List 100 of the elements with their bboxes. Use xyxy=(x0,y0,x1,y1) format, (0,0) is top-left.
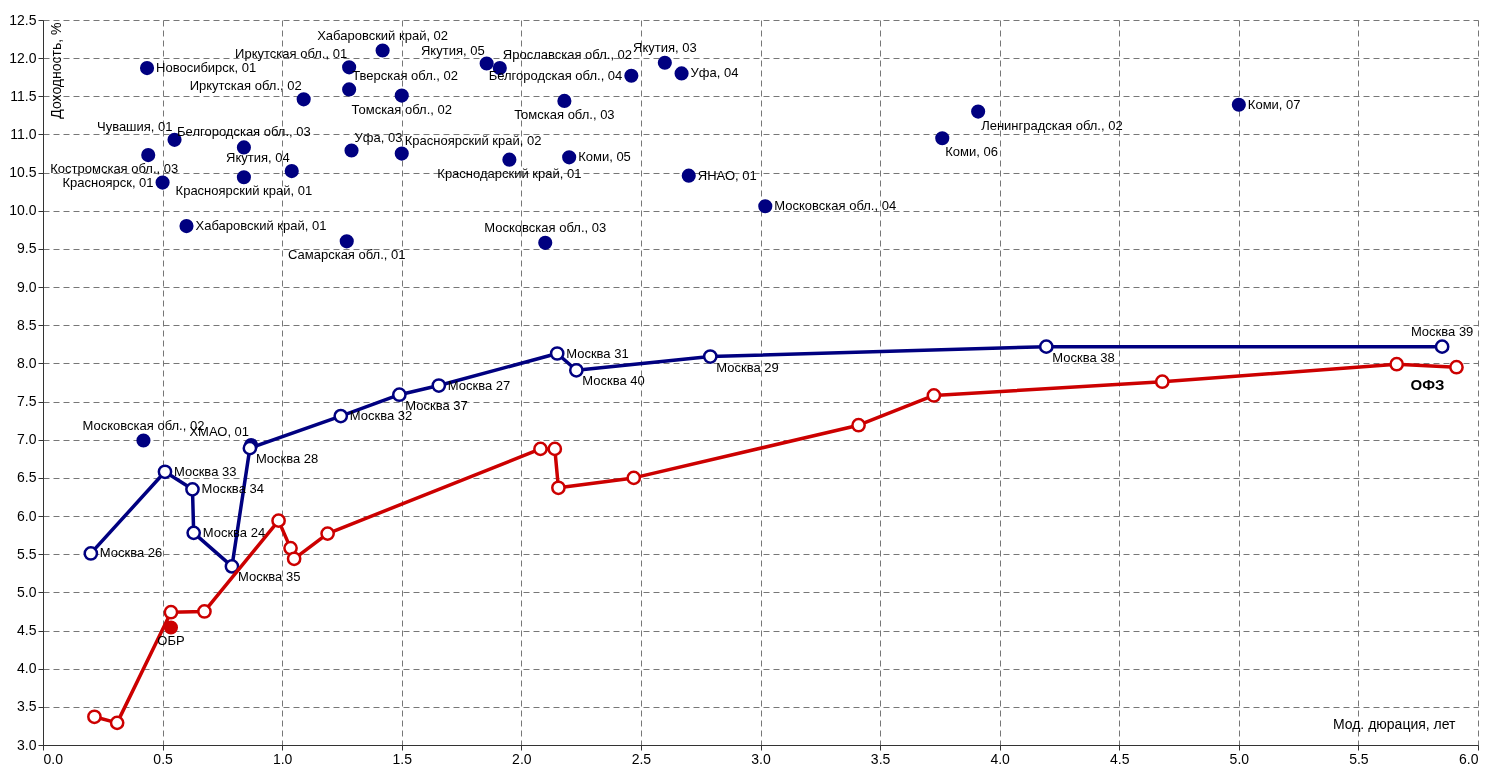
point xyxy=(538,235,553,250)
point xyxy=(186,525,202,541)
point xyxy=(163,620,179,635)
annotation: Хабаровский край, 02 xyxy=(317,27,449,43)
y-tick-label: 8.0 xyxy=(17,354,37,371)
point xyxy=(284,164,299,179)
point xyxy=(562,150,577,165)
x-tick-label: 1.5 xyxy=(392,750,413,767)
y-tick-label: 12.5 xyxy=(9,11,37,28)
x-axis-title: Мод. дюрация, лет xyxy=(1332,715,1457,732)
point xyxy=(83,546,99,561)
point xyxy=(296,92,311,107)
y-tick-label: 5.0 xyxy=(17,583,37,600)
annotation: Москва 35 xyxy=(237,569,301,585)
point xyxy=(1449,359,1464,375)
point xyxy=(339,234,354,249)
y-tick-label: 7.5 xyxy=(17,393,37,410)
y-tick-label: 8.5 xyxy=(17,316,37,333)
point xyxy=(851,417,866,433)
annotation: Москва 28 xyxy=(255,451,319,467)
point xyxy=(136,433,151,448)
annotation: Московская обл., 04 xyxy=(774,198,897,214)
point xyxy=(758,199,773,214)
y-tick-label: 12.0 xyxy=(9,49,37,66)
annotation: Красноярский край, 02 xyxy=(404,132,542,148)
point xyxy=(344,143,359,158)
annotation: Чувашия, 01 xyxy=(96,118,173,134)
point xyxy=(141,148,156,163)
point xyxy=(109,715,125,731)
annotation: Краснодарский край, 01 xyxy=(437,165,582,181)
annotation: Москва 31 xyxy=(566,345,629,361)
point xyxy=(179,219,194,234)
point xyxy=(624,68,639,83)
point xyxy=(139,61,155,76)
point xyxy=(479,56,494,71)
point xyxy=(87,709,102,725)
point xyxy=(271,513,286,528)
annotation: Москва 33 xyxy=(173,463,237,479)
y-axis-title: Доходность, % xyxy=(47,22,64,119)
point xyxy=(394,88,409,103)
y-tick-label: 3.5 xyxy=(17,698,37,715)
y-tick-label: 11.0 xyxy=(10,125,37,142)
series-label: ОБР xyxy=(157,633,185,649)
point xyxy=(236,170,251,185)
annotation: Ленинградская обл., 02 xyxy=(981,117,1123,133)
point xyxy=(557,93,572,108)
y-tick-label: 4.0 xyxy=(17,660,37,677)
point xyxy=(342,82,357,97)
annotation: Москва 40 xyxy=(582,373,645,389)
annotation: Москва 32 xyxy=(349,408,413,424)
point xyxy=(224,559,240,574)
point xyxy=(286,551,302,567)
annotation: Томская обл., 02 xyxy=(351,101,452,117)
annotation: Красноярский край, 01 xyxy=(175,183,313,199)
point xyxy=(702,349,718,364)
x-tick-label: 1.0 xyxy=(272,750,293,767)
point xyxy=(394,146,409,161)
annotation: Москва 39 xyxy=(1410,323,1474,339)
series-label: ОФЗ xyxy=(1410,376,1445,394)
annotation: Якутия, 03 xyxy=(633,39,697,55)
point xyxy=(1038,339,1054,354)
x-tick-label: 0.0 xyxy=(43,750,64,767)
point xyxy=(681,168,696,183)
point xyxy=(626,470,642,486)
annotation: Уфа, 04 xyxy=(690,65,739,81)
point xyxy=(320,526,335,541)
point xyxy=(1389,356,1405,372)
annotation: Коми, 05 xyxy=(578,149,631,165)
x-tick-label: 2.0 xyxy=(512,750,532,767)
point xyxy=(155,175,170,190)
annotation: Ярославская обл., 02 xyxy=(502,47,633,63)
point xyxy=(431,378,447,393)
y-tick-label: 3.0 xyxy=(17,736,37,753)
annotation: Москва 38 xyxy=(1052,349,1115,365)
y-tick-label: 10.0 xyxy=(9,202,37,219)
point xyxy=(935,131,950,146)
point xyxy=(1154,374,1170,390)
annotation: Московская обл., 03 xyxy=(484,219,607,235)
annotation: Москва 26 xyxy=(99,545,163,561)
y-tick-label: 4.5 xyxy=(17,622,37,639)
annotation: Коми, 07 xyxy=(1247,96,1301,112)
annotation: Москва 29 xyxy=(716,359,779,375)
point xyxy=(391,387,407,403)
x-tick-label: 2.5 xyxy=(631,750,652,767)
annotation: Коми, 06 xyxy=(945,144,998,160)
annotation: Иркутская обл., 02 xyxy=(189,78,302,94)
annotation: Хабаровский край, 01 xyxy=(195,218,327,234)
annotation: Тверская обл., 02 xyxy=(352,68,459,84)
annotation: Якутия, 05 xyxy=(420,42,485,58)
annotation: Костромская обл., 03 xyxy=(50,161,179,177)
x-tick-label: 0.5 xyxy=(153,750,174,767)
point xyxy=(926,388,942,403)
x-tick-label: 3.5 xyxy=(870,750,891,767)
annotation: Белгородская обл., 03 xyxy=(177,124,311,140)
point xyxy=(157,464,173,480)
annotation: ЯНАО, 01 xyxy=(697,167,757,183)
point xyxy=(568,362,584,378)
annotation: Новосибирск, 01 xyxy=(156,60,257,76)
point xyxy=(375,43,390,58)
x-tick-label: 3.0 xyxy=(751,750,771,767)
